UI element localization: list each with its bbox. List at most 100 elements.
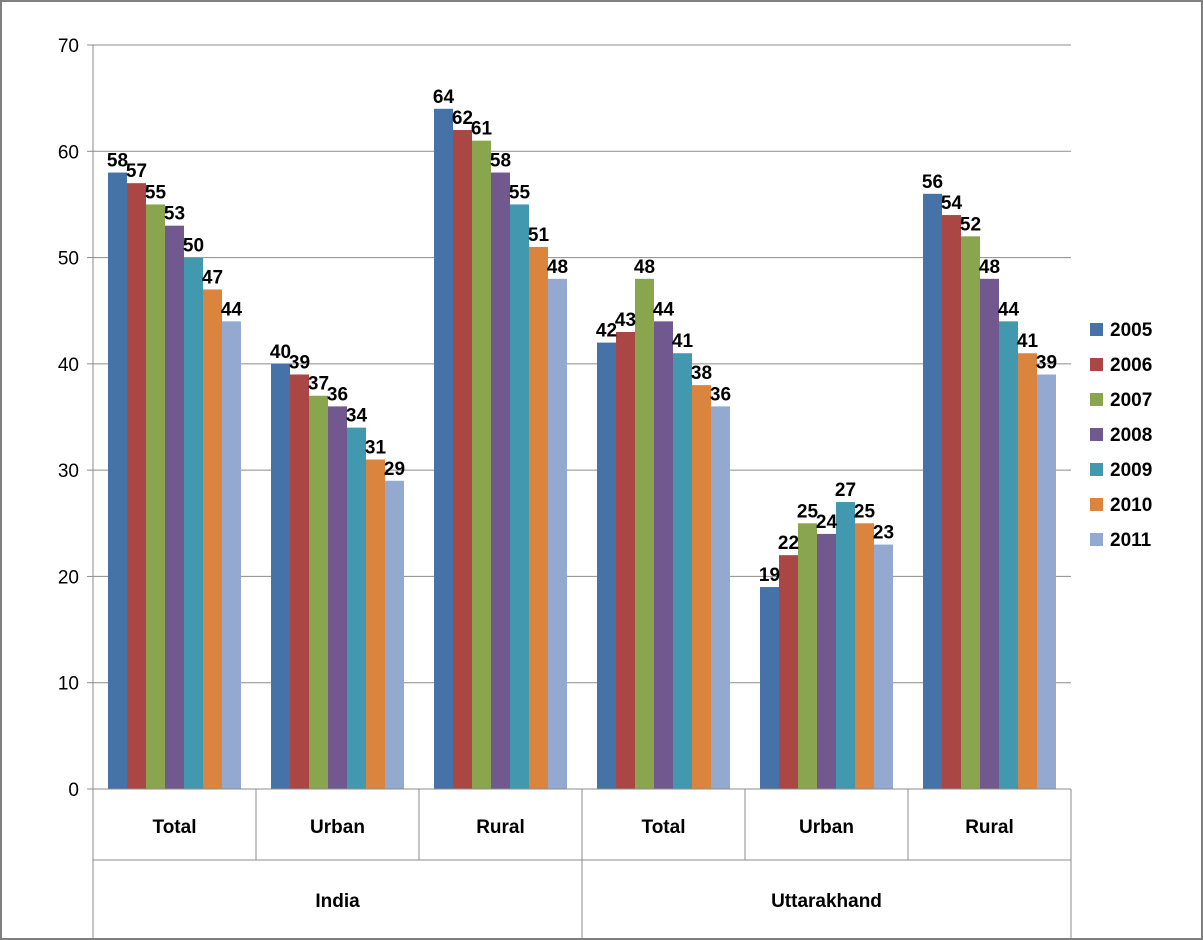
bar — [529, 246, 548, 789]
category-label: Total — [153, 817, 197, 838]
data-label: 56 — [922, 172, 943, 193]
data-label: 41 — [1017, 331, 1039, 352]
y-tick-label: 10 — [58, 674, 79, 695]
bar — [798, 523, 817, 789]
data-label: 48 — [634, 257, 655, 278]
bar — [366, 459, 385, 789]
group-label: Uttarakhand — [771, 891, 882, 912]
bar — [165, 225, 184, 789]
bar — [961, 236, 980, 790]
bar — [146, 204, 165, 789]
legend-swatch — [1090, 323, 1103, 336]
data-label: 58 — [490, 151, 511, 172]
data-label: 62 — [452, 108, 473, 129]
data-label: 39 — [289, 352, 310, 373]
bar — [184, 257, 203, 789]
data-label: 36 — [710, 384, 731, 405]
bar — [290, 374, 309, 789]
category-label: Rural — [965, 817, 1014, 838]
y-tick-label: 30 — [58, 461, 79, 482]
bar — [328, 406, 347, 789]
data-label: 27 — [835, 480, 856, 501]
data-label: 22 — [778, 533, 799, 554]
bar — [434, 108, 453, 790]
bar — [203, 289, 222, 789]
legend-swatch — [1090, 533, 1103, 546]
data-label: 61 — [471, 119, 493, 140]
y-tick-label: 20 — [58, 567, 79, 588]
data-label: 38 — [691, 363, 712, 384]
legend: 2005 2006 2007 2008 2009 2010 2011 — [1090, 320, 1153, 551]
y-tick-label: 50 — [58, 249, 79, 270]
data-label: 25 — [797, 501, 819, 522]
bar — [472, 140, 491, 789]
bar — [654, 321, 673, 789]
legend-label: 2006 — [1110, 355, 1152, 376]
bar — [1037, 374, 1056, 789]
category-label: Urban — [799, 817, 854, 838]
legend-label: 2008 — [1110, 425, 1152, 446]
data-label: 48 — [979, 257, 1000, 278]
data-label: 50 — [183, 236, 204, 257]
legend-label: 2011 — [1110, 530, 1152, 551]
bar — [491, 172, 510, 790]
bar — [510, 204, 529, 789]
bars — [108, 108, 1056, 790]
legend-label: 2005 — [1110, 320, 1153, 341]
data-label: 25 — [854, 501, 876, 522]
bar — [692, 385, 711, 789]
bar — [923, 193, 942, 790]
data-label: 40 — [270, 342, 291, 363]
bar — [779, 555, 798, 789]
y-tick-label: 40 — [58, 355, 79, 376]
legend-swatch — [1090, 498, 1103, 511]
data-label: 48 — [547, 257, 568, 278]
bar — [874, 544, 893, 789]
legend-label: 2010 — [1110, 495, 1152, 516]
data-label: 41 — [672, 331, 694, 352]
y-tick-label: 0 — [68, 780, 79, 801]
group-label: India — [315, 891, 360, 912]
bar — [942, 215, 961, 790]
data-label: 43 — [615, 310, 636, 331]
data-label: 39 — [1036, 352, 1057, 373]
data-labels: 5857555350474440393736343129646261585551… — [107, 87, 1057, 586]
gridlines — [93, 44, 1071, 684]
bar — [1018, 353, 1037, 789]
y-tick-label: 70 — [58, 36, 79, 57]
data-label: 52 — [960, 214, 981, 235]
bar — [548, 278, 567, 789]
bar — [127, 183, 146, 789]
bar — [836, 502, 855, 789]
bar — [597, 342, 616, 789]
data-label: 29 — [384, 459, 405, 480]
category-label: Rural — [476, 817, 525, 838]
bar — [855, 523, 874, 789]
bar — [760, 587, 779, 789]
data-label: 37 — [308, 374, 329, 395]
data-label: 44 — [221, 299, 243, 320]
bar — [453, 130, 472, 789]
bar — [980, 278, 999, 789]
legend-label: 2009 — [1110, 460, 1152, 481]
data-label: 55 — [509, 182, 531, 203]
bar — [108, 172, 127, 790]
bar — [385, 480, 404, 789]
data-label: 53 — [164, 204, 185, 225]
legend-label: 2007 — [1110, 390, 1152, 411]
data-label: 31 — [365, 438, 387, 459]
data-label: 44 — [998, 299, 1020, 320]
data-label: 64 — [433, 87, 455, 108]
bar — [711, 406, 730, 789]
data-label: 19 — [759, 565, 780, 586]
data-label: 47 — [202, 267, 223, 288]
data-label: 51 — [528, 225, 550, 246]
legend-swatch — [1090, 393, 1103, 406]
data-label: 24 — [816, 512, 838, 533]
data-label: 54 — [941, 193, 963, 214]
data-label: 58 — [107, 151, 128, 172]
bar — [309, 395, 328, 789]
y-tick-label: 60 — [58, 142, 79, 163]
